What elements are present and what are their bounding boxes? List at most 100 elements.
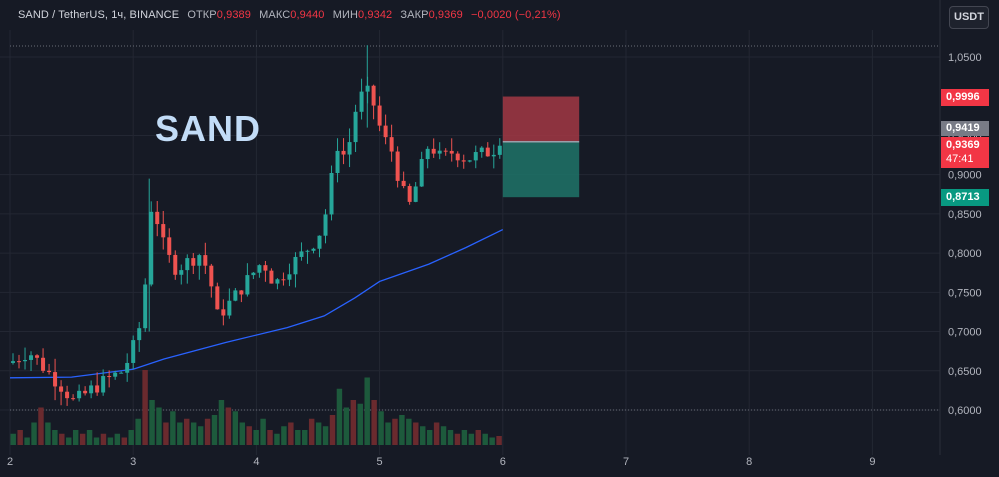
volume-bar bbox=[142, 370, 148, 445]
candle-body bbox=[71, 398, 76, 400]
candle-body bbox=[449, 150, 454, 154]
stop-loss-zone bbox=[502, 96, 580, 142]
last-price-tag: 0,9369 47:41 bbox=[941, 137, 989, 168]
candle-body bbox=[155, 211, 160, 225]
candle-body bbox=[419, 159, 424, 187]
volume-bar bbox=[72, 430, 79, 445]
price-axis-label: 0,6000 bbox=[948, 405, 982, 417]
time-axis[interactable]: 2 3 4 5 6 7 8 9 bbox=[7, 456, 876, 468]
price-axis-label: 0,6500 bbox=[948, 366, 982, 378]
high-value: 0,9440 bbox=[290, 9, 325, 21]
candle-body bbox=[77, 390, 82, 399]
candle-body bbox=[293, 256, 298, 275]
candle-body bbox=[113, 372, 118, 377]
candle-body bbox=[461, 160, 466, 162]
open-label: ОТКР bbox=[187, 9, 217, 21]
volume-bar bbox=[121, 437, 127, 445]
volume-bar bbox=[426, 430, 433, 445]
candle-body bbox=[125, 362, 130, 373]
candle-body bbox=[317, 235, 322, 249]
candle-body bbox=[17, 361, 22, 363]
close-label: ЗАКР bbox=[400, 9, 429, 21]
volume-bar bbox=[281, 426, 287, 445]
stop-loss-price-tag: 0,9996 bbox=[941, 89, 989, 106]
candle-body bbox=[59, 386, 64, 392]
candle-body bbox=[425, 148, 430, 160]
volume-bar bbox=[79, 433, 86, 445]
candle-body bbox=[215, 286, 220, 310]
candle-body bbox=[245, 275, 250, 295]
symbol-legend: SAND / TetherUS, 1ч, BINANCE ОТКР0,9389 … bbox=[18, 9, 561, 21]
volume-bar bbox=[447, 430, 454, 445]
candle-body bbox=[233, 290, 238, 301]
volume-bar bbox=[24, 437, 30, 445]
short-position-tool[interactable] bbox=[502, 96, 580, 198]
time-axis-label: 2 bbox=[7, 456, 13, 468]
candle-body bbox=[83, 390, 88, 394]
volume-bar bbox=[267, 430, 273, 445]
candle-body bbox=[29, 355, 34, 360]
candle-body bbox=[353, 111, 358, 143]
symbol-name[interactable]: SAND / TetherUS, 1ч, BINANCE bbox=[18, 9, 180, 21]
volume-bar bbox=[399, 415, 405, 445]
volume-bar bbox=[315, 422, 322, 445]
bar-countdown: 47:41 bbox=[946, 153, 974, 165]
candle-body bbox=[239, 290, 244, 295]
candle-body bbox=[311, 248, 316, 251]
volume-bar bbox=[322, 426, 329, 445]
volume-bar bbox=[288, 422, 294, 445]
volume-bar bbox=[461, 430, 468, 445]
candle-body bbox=[275, 279, 280, 284]
price-axis[interactable]: 1,05000,95000,90000,85000,80000,75000,70… bbox=[948, 52, 982, 417]
volume-bar bbox=[406, 418, 412, 445]
candle-body bbox=[161, 224, 166, 238]
low-label: МИН bbox=[332, 9, 359, 21]
candle-body bbox=[269, 270, 274, 284]
volume-bar bbox=[378, 411, 384, 445]
candle-body bbox=[167, 237, 172, 255]
candle-body bbox=[479, 147, 484, 153]
volume-bar bbox=[385, 422, 391, 445]
candle-body bbox=[173, 254, 178, 275]
volume-bar bbox=[329, 415, 336, 445]
currency-button[interactable]: USDT bbox=[949, 6, 989, 29]
last-price-value: 0,9369 bbox=[946, 139, 980, 151]
volume-bar bbox=[260, 418, 266, 445]
volume-bar bbox=[454, 433, 461, 445]
candle-body bbox=[281, 279, 286, 281]
take-profit-price-tag: 0,8713 bbox=[941, 189, 989, 206]
candle-body bbox=[383, 125, 388, 138]
volume-bar bbox=[17, 430, 23, 445]
volume-bar bbox=[364, 377, 370, 445]
candle-body bbox=[47, 370, 52, 373]
volume-bar bbox=[420, 426, 426, 445]
candle-body bbox=[437, 150, 442, 154]
moving-average bbox=[9, 229, 504, 379]
volume-bar bbox=[496, 436, 502, 445]
volume-bar bbox=[357, 403, 363, 445]
candle-body bbox=[443, 150, 448, 152]
candle-body bbox=[389, 137, 394, 152]
candle-body bbox=[413, 186, 418, 202]
candle-body bbox=[455, 153, 460, 161]
candle-body bbox=[287, 274, 292, 280]
volume-bar bbox=[440, 426, 447, 445]
candle-body bbox=[227, 300, 232, 316]
candle-body bbox=[35, 355, 40, 358]
volume-bar bbox=[274, 433, 280, 445]
candle-body bbox=[491, 154, 496, 157]
volume-bar bbox=[225, 407, 232, 445]
volume-bars bbox=[10, 370, 502, 445]
candle-body bbox=[305, 250, 310, 252]
candle-body bbox=[371, 85, 376, 106]
candles bbox=[11, 45, 502, 406]
volume-bar bbox=[135, 418, 141, 445]
volume-bar bbox=[45, 422, 51, 445]
volume-bar bbox=[156, 407, 162, 445]
volume-bar bbox=[31, 422, 37, 445]
candle-body bbox=[11, 361, 16, 363]
candle-body bbox=[431, 148, 436, 154]
price-axis-label: 0,7500 bbox=[948, 287, 982, 299]
price-axis-label: 0,9000 bbox=[948, 170, 982, 182]
